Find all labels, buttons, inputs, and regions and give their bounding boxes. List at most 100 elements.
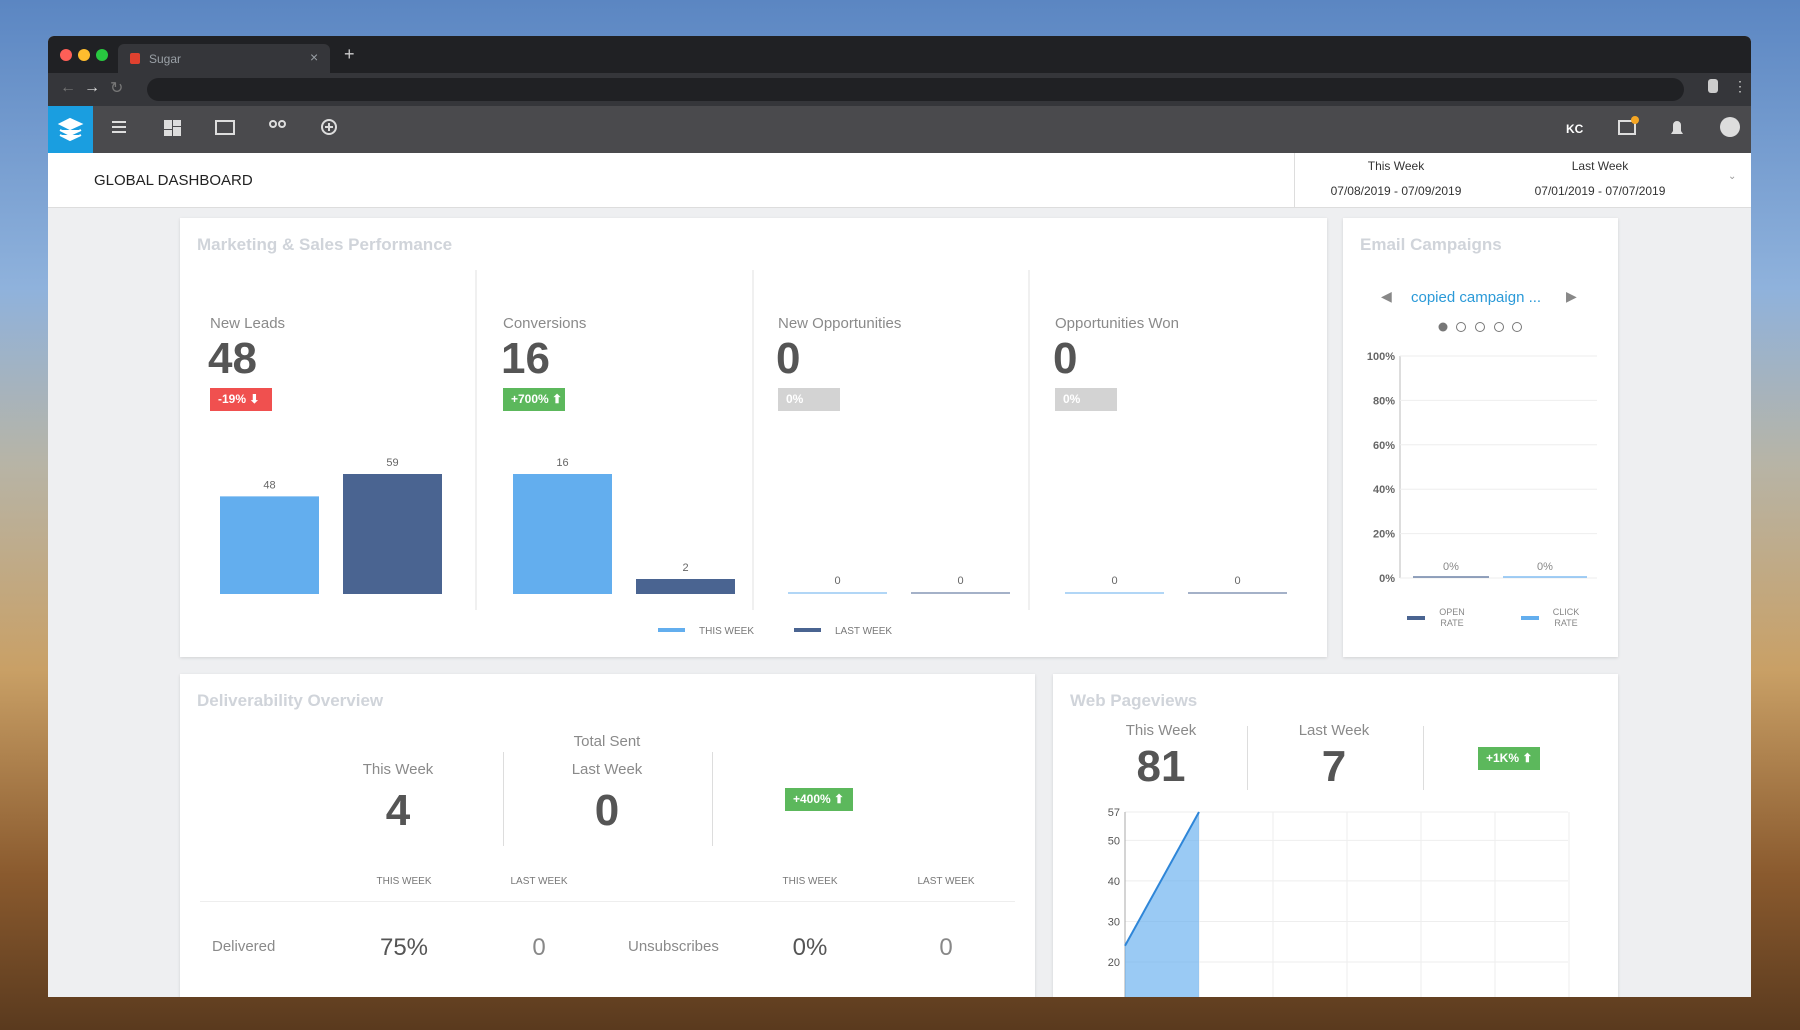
area [1125, 812, 1199, 997]
legend-label: LAST WEEK [835, 626, 892, 637]
row-label: Delivered [212, 938, 276, 955]
menu-button[interactable]: ⋮ [1733, 78, 1747, 94]
maximize-button[interactable] [96, 49, 108, 61]
user-initials[interactable]: KC [1566, 122, 1584, 136]
minimize-button[interactable] [78, 49, 90, 61]
dashboard-header: GLOBAL DASHBOARD This Week 07/08/2019 - … [48, 153, 1751, 208]
legend-swatch [1407, 616, 1425, 620]
card-icon[interactable] [215, 120, 235, 135]
y-tick-label: 0% [1379, 573, 1395, 585]
badge-text: +700% [511, 392, 549, 406]
legend-swatch [794, 628, 821, 632]
deliverability-panel: Deliverability Overview Total Sent This … [180, 674, 1035, 997]
change-badge: +400% ⬆ [785, 788, 853, 811]
badge-text: -19% [218, 392, 247, 406]
date-range-picker[interactable] [1294, 153, 1751, 207]
tab[interactable]: Sugar × [118, 44, 330, 73]
address-bar[interactable] [147, 78, 1684, 101]
badge-text: 0% [1063, 392, 1081, 406]
next-campaign[interactable]: ▶ [1566, 288, 1577, 304]
cell-value: 75% [379, 934, 429, 961]
change-badge: +1K% ⬆ [1478, 747, 1540, 770]
y-tick-label: 40% [1373, 484, 1395, 496]
legend-label: THIS WEEK [699, 626, 754, 637]
tab-close[interactable]: × [310, 49, 319, 65]
bar [1065, 592, 1164, 594]
reload-button[interactable]: ↻ [110, 80, 124, 97]
close-button[interactable] [60, 49, 72, 61]
change-badge: 0% [778, 388, 840, 411]
profile-icon[interactable] [1708, 79, 1718, 93]
y-tick-label: 40 [1108, 876, 1120, 888]
stat-label: This Week [1125, 722, 1197, 739]
range-chevron[interactable]: ⌄ [1728, 171, 1737, 182]
bar-label: 0 [1234, 575, 1240, 587]
pager-dot[interactable] [1512, 322, 1522, 332]
y-tick-label: 57 [1108, 807, 1120, 819]
legend-swatch [1521, 616, 1539, 620]
badge-text: 0% [786, 392, 804, 406]
y-tick-label: 60% [1373, 440, 1395, 452]
bar-label: 2 [682, 562, 688, 574]
bar-label: 0 [1111, 575, 1117, 587]
range-dates: 07/08/2019 - 07/09/2019 [1330, 184, 1462, 198]
stat-value: 0 [594, 786, 620, 835]
pager-dot[interactable] [1438, 322, 1448, 332]
forward-button[interactable]: → [84, 79, 100, 96]
marketing-chart: 48 59 16 2 0 0 0 0 THIS WEEK LAST WEEK [220, 270, 1287, 637]
people-icon[interactable] [269, 120, 277, 128]
nav-right-icons [1618, 116, 1740, 137]
column-header: THIS WEEK [782, 876, 838, 887]
line [1124, 811, 1200, 947]
browser-window: Sugar × + ← → ↻ ⋮ KC [48, 36, 1751, 997]
home-logo[interactable] [48, 106, 93, 153]
y-tick-label: 20% [1373, 529, 1395, 541]
metric-label: New Opportunities [778, 315, 902, 332]
add-icon[interactable] [321, 119, 337, 135]
bar [220, 496, 319, 594]
menu-icon[interactable] [112, 121, 126, 133]
table-rule [200, 901, 1015, 902]
pager-dot[interactable] [1494, 322, 1504, 332]
bell-icon[interactable] [1671, 121, 1683, 134]
bar-label: 48 [263, 479, 275, 491]
chat-icon[interactable] [1618, 120, 1636, 135]
bar [911, 592, 1010, 594]
dashboard-title: GLOBAL DASHBOARD [94, 172, 253, 189]
prev-campaign[interactable]: ◀ [1381, 288, 1392, 304]
logo-shape [57, 117, 84, 142]
bar [343, 474, 442, 594]
y-tick-label: 100% [1367, 351, 1395, 363]
pager-dot[interactable] [1456, 322, 1466, 332]
tab-title: Sugar [149, 52, 182, 66]
stat-value: 7 [1321, 742, 1347, 791]
avatar-icon[interactable] [1720, 117, 1740, 137]
y-tick-label: 30 [1108, 916, 1120, 928]
panel-title: Deliverability Overview [197, 691, 384, 710]
panel-title: Web Pageviews [1070, 691, 1198, 710]
dashboard-icon[interactable] [164, 120, 181, 136]
pager-dot[interactable] [1475, 322, 1485, 332]
divider [503, 752, 504, 846]
legend-swatch [658, 628, 685, 632]
legend-label: OPEN RATE [1439, 607, 1465, 628]
new-tab[interactable]: + [344, 44, 355, 64]
bar [636, 579, 735, 594]
change-badge: +700% ⬆ [503, 388, 565, 411]
campaign-name[interactable]: copied campaign ... [1411, 289, 1542, 306]
pageviews-panel: Web Pageviews This Week 81 Last Week 7 +… [1053, 674, 1618, 997]
app-nav: KC [48, 106, 1751, 153]
marketing-panel: Marketing & Sales Performance 48 59 16 2 0 0 0… [180, 218, 1327, 657]
row-label: Unsubscribes [628, 938, 719, 955]
divider [1423, 726, 1424, 790]
back-button[interactable]: ← [60, 79, 76, 96]
cell-value: 0 [532, 934, 546, 961]
bar-label: 59 [386, 457, 398, 469]
range-dates: 07/01/2019 - 07/07/2019 [1534, 184, 1666, 198]
stat-label: This Week [362, 761, 434, 778]
divider [712, 752, 713, 846]
bar [788, 592, 887, 594]
bar-label: 0 [957, 575, 963, 587]
badge-text: +400% [793, 792, 831, 806]
